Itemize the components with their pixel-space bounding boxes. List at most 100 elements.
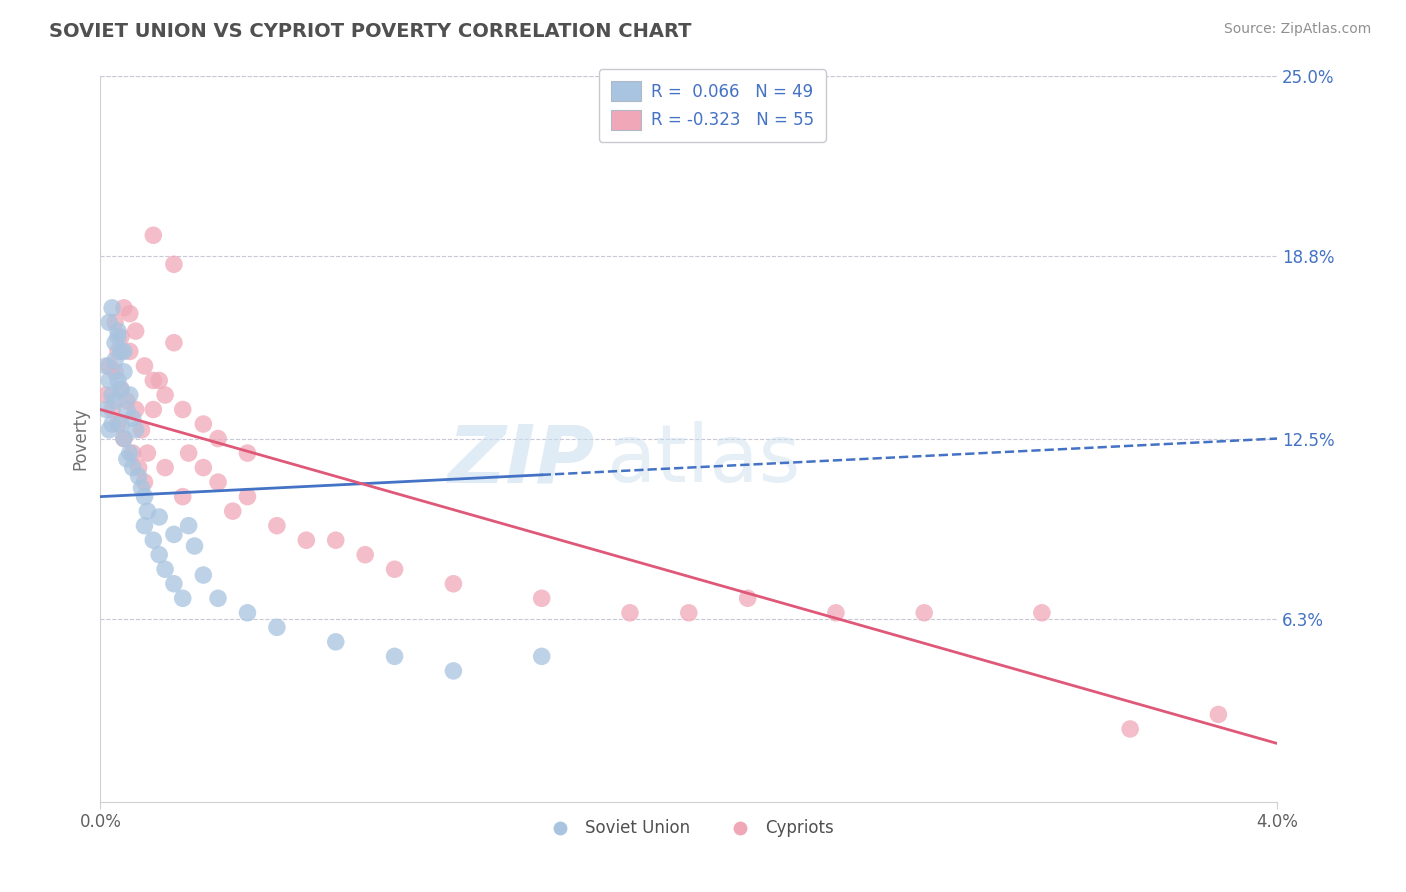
Point (101, 301, 124, 315)
Point (207, 432, 229, 446)
Point (193, 568, 215, 582)
Point (142, 533, 165, 548)
Point (104, 353, 127, 368)
Point (101, 388, 124, 402)
Point (1208, 707, 1230, 722)
Point (107, 417, 129, 431)
Point (98, 374, 121, 388)
Point (112, 432, 135, 446)
Point (222, 504, 245, 518)
Point (124, 402, 146, 417)
Point (107, 330, 129, 344)
Point (441, 664, 464, 678)
Point (98, 315, 121, 329)
Point (128, 460, 150, 475)
Point (134, 490, 156, 504)
Point (96, 388, 118, 402)
Point (104, 335, 127, 350)
Point (104, 315, 127, 329)
Point (134, 359, 156, 373)
Point (384, 649, 406, 664)
Point (193, 417, 215, 431)
Point (619, 606, 641, 620)
Point (384, 562, 406, 576)
Point (153, 562, 176, 576)
Point (163, 257, 186, 271)
Point (530, 591, 553, 606)
Point (183, 539, 205, 553)
Point (118, 344, 141, 359)
Text: atlas: atlas (606, 421, 801, 500)
Point (131, 481, 153, 495)
Y-axis label: Poverty: Poverty (72, 407, 89, 470)
Point (118, 446, 141, 460)
Text: SOVIET UNION VS CYPRIOT POVERTY CORRELATION CHART: SOVIET UNION VS CYPRIOT POVERTY CORRELAT… (49, 22, 692, 41)
Point (266, 620, 288, 634)
Point (236, 490, 259, 504)
Point (441, 576, 464, 591)
Point (104, 393, 127, 408)
Point (153, 460, 176, 475)
Point (115, 393, 138, 408)
Point (121, 460, 143, 475)
Point (354, 548, 377, 562)
Point (134, 475, 156, 489)
Point (530, 649, 553, 664)
Point (325, 533, 347, 548)
Point (148, 374, 170, 388)
Legend: Soviet Union, Cypriots: Soviet Union, Cypriots (537, 813, 841, 844)
Point (110, 382, 132, 396)
Point (236, 606, 259, 620)
Point (1031, 606, 1053, 620)
Point (110, 417, 132, 431)
Point (142, 374, 165, 388)
Point (118, 307, 141, 321)
Point (96, 359, 118, 373)
Point (124, 423, 146, 437)
Point (98, 423, 121, 437)
Point (136, 504, 159, 518)
Point (148, 548, 170, 562)
Point (110, 344, 132, 359)
Point (266, 518, 288, 533)
Point (96, 402, 118, 417)
Point (153, 388, 176, 402)
Point (172, 402, 194, 417)
Point (325, 635, 347, 649)
Point (134, 518, 156, 533)
Point (115, 451, 138, 466)
Point (737, 591, 759, 606)
Point (124, 324, 146, 338)
Point (177, 446, 200, 460)
Point (98, 359, 121, 373)
Point (172, 490, 194, 504)
Point (193, 460, 215, 475)
Point (1119, 722, 1142, 736)
Point (107, 374, 129, 388)
Point (110, 382, 132, 396)
Text: Source: ZipAtlas.com: Source: ZipAtlas.com (1223, 22, 1371, 37)
Point (121, 411, 143, 425)
Point (112, 432, 135, 446)
Point (148, 510, 170, 524)
Point (112, 365, 135, 379)
Point (115, 402, 138, 417)
Text: ZIP: ZIP (447, 421, 595, 500)
Point (104, 365, 127, 379)
Point (107, 324, 129, 338)
Point (110, 330, 132, 344)
Point (101, 417, 124, 431)
Point (177, 518, 200, 533)
Point (825, 606, 848, 620)
Point (136, 446, 159, 460)
Point (131, 423, 153, 437)
Point (678, 606, 700, 620)
Point (163, 527, 186, 541)
Point (207, 475, 229, 489)
Point (912, 606, 935, 620)
Point (142, 402, 165, 417)
Point (112, 301, 135, 315)
Point (172, 591, 194, 606)
Point (163, 335, 186, 350)
Point (207, 591, 229, 606)
